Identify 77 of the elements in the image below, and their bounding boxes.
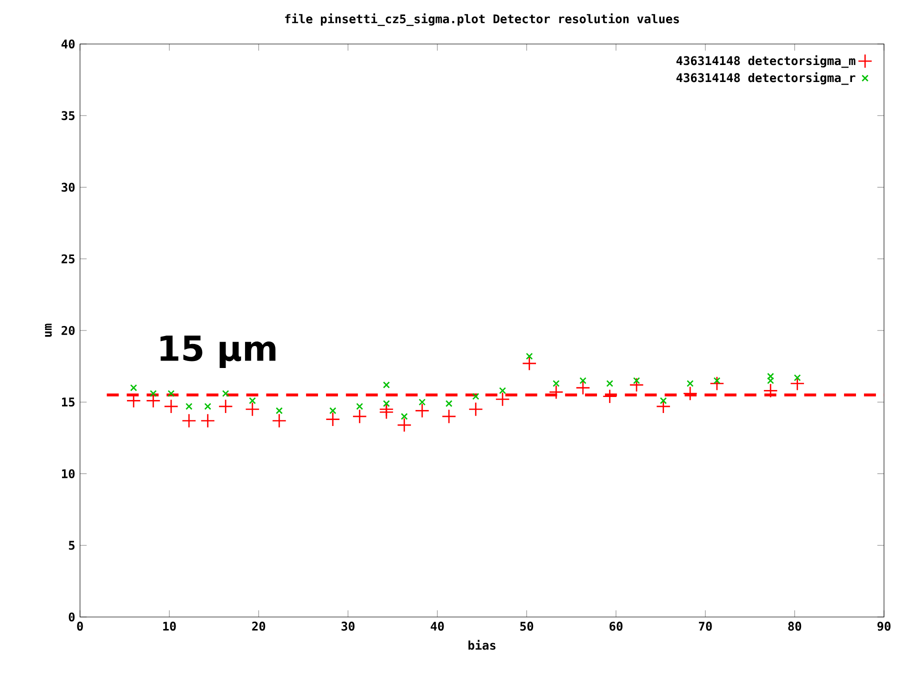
point xyxy=(442,409,456,424)
x-tick-label: 20 xyxy=(252,622,266,631)
point xyxy=(629,378,644,392)
y-tick-label: 10 xyxy=(62,469,75,478)
point xyxy=(794,374,801,382)
x-tick-label: 40 xyxy=(430,622,444,631)
point xyxy=(495,392,510,407)
point xyxy=(763,383,778,398)
point xyxy=(499,387,506,394)
point xyxy=(656,399,671,414)
y-tick-label: 5 xyxy=(68,540,75,550)
x-tick-label: 90 xyxy=(877,622,890,631)
point xyxy=(276,407,283,414)
x-axis-title: bias xyxy=(468,640,496,650)
y-tick-label: 40 xyxy=(62,39,75,48)
ref-line-label: 15 μm xyxy=(160,336,276,368)
point xyxy=(182,413,196,428)
point xyxy=(576,380,590,396)
chart-title: file pinsetti_cz5_sigma.plot Detector resolution values xyxy=(285,13,679,26)
point xyxy=(790,376,805,391)
point xyxy=(329,407,336,414)
point xyxy=(418,398,426,406)
point xyxy=(222,390,230,397)
point xyxy=(579,377,586,384)
point xyxy=(414,403,430,418)
point xyxy=(682,386,698,401)
point xyxy=(150,390,157,397)
point xyxy=(218,399,233,414)
x-tick-label: 0 xyxy=(77,622,83,631)
point xyxy=(379,404,394,420)
x-tick-label: 30 xyxy=(342,622,354,631)
point xyxy=(606,380,614,387)
y-axis-title: um xyxy=(44,324,52,337)
point xyxy=(382,400,390,408)
point xyxy=(548,384,564,400)
y-tick-label: 35 xyxy=(62,111,75,120)
point xyxy=(686,380,694,387)
point xyxy=(552,380,560,387)
point xyxy=(200,413,216,428)
point xyxy=(633,377,640,384)
point xyxy=(204,402,212,410)
point xyxy=(767,372,774,380)
point xyxy=(713,377,720,384)
point xyxy=(767,377,774,384)
point xyxy=(660,397,667,404)
x-tick-label: 10 xyxy=(163,622,176,631)
point xyxy=(186,402,192,410)
point xyxy=(245,402,260,417)
point xyxy=(602,389,618,404)
x-tick-label: 70 xyxy=(698,622,712,631)
legend-label: 436314148 detectorsigma_m xyxy=(676,55,856,68)
x-tick-label: 60 xyxy=(610,622,622,631)
y-tick-label: 15 xyxy=(62,398,75,407)
point xyxy=(248,397,256,404)
point xyxy=(164,399,178,414)
x-tick-label: 50 xyxy=(520,622,534,631)
point xyxy=(472,392,480,400)
legend-label: 436314148 detectorsigma_r xyxy=(676,72,856,85)
point xyxy=(326,412,340,427)
y-tick-label: 0 xyxy=(68,612,75,622)
point xyxy=(356,402,364,410)
point xyxy=(130,384,138,392)
point xyxy=(445,400,452,408)
y-tick-label: 20 xyxy=(62,326,75,335)
point xyxy=(396,418,412,432)
y-tick-label: 25 xyxy=(62,254,75,264)
point xyxy=(352,409,367,424)
point xyxy=(272,413,287,428)
point xyxy=(710,376,724,391)
x-tick-label: 80 xyxy=(788,622,802,631)
point xyxy=(468,402,484,417)
point xyxy=(168,390,175,397)
point xyxy=(526,352,533,360)
point xyxy=(400,412,408,420)
point xyxy=(522,356,537,371)
point xyxy=(382,381,390,388)
y-tick-label: 30 xyxy=(62,182,75,192)
